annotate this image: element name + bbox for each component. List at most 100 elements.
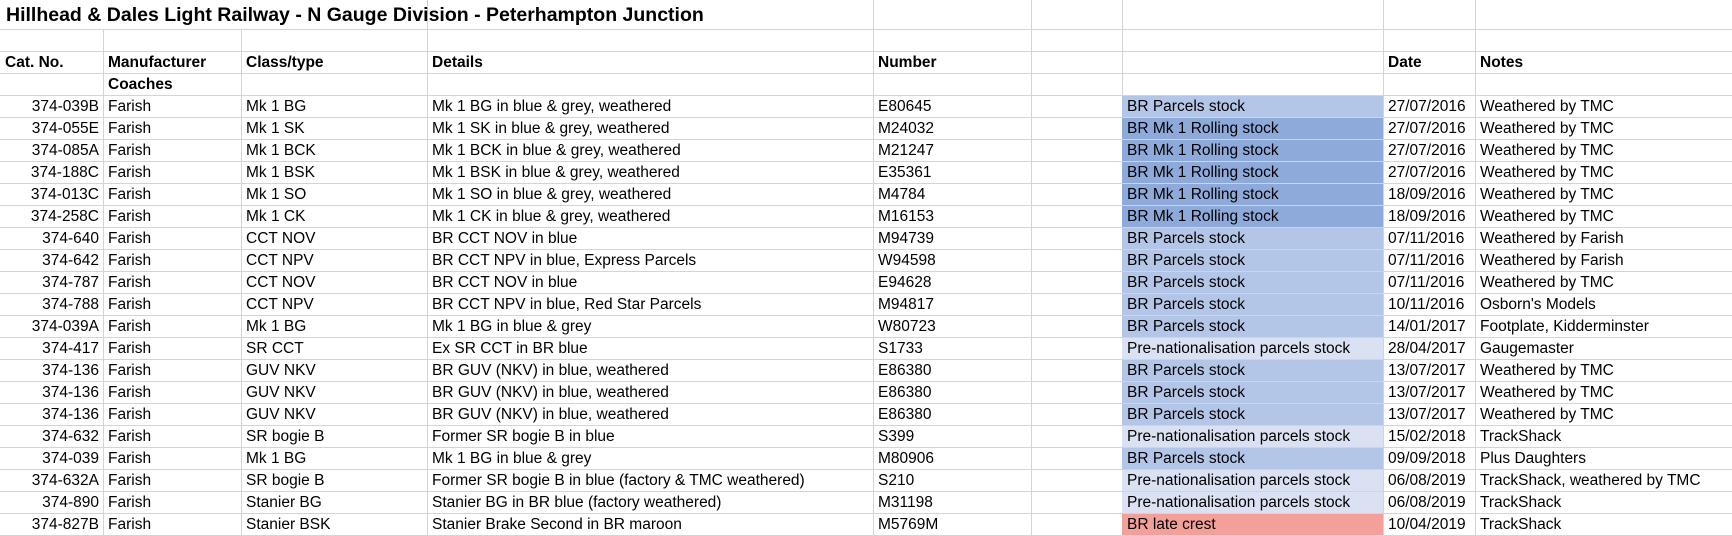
cell-date[interactable]: 15/02/2018: [1388, 428, 1466, 445]
table-row[interactable]: 374-039 Farish Mk 1 BG Mk 1 BG in blue & gr…: [0, 448, 1732, 470]
cell-manufacturer[interactable]: Farish: [108, 186, 152, 203]
table-row[interactable]: 374-258C Farish Mk 1 CK Mk 1 CK in blue & g…: [0, 206, 1732, 228]
table-row[interactable]: 374-188C Farish Mk 1 BSK Mk 1 BSK in blue &…: [0, 162, 1732, 184]
cell-number[interactable]: M80906: [878, 450, 935, 467]
cell-number[interactable]: M94817: [878, 296, 935, 313]
cell-cat-no[interactable]: 374-632: [42, 428, 99, 445]
cell-class-type[interactable]: Mk 1 SO: [246, 186, 307, 203]
cell-details[interactable]: BR GUV (NKV) in blue, weathered: [432, 362, 669, 379]
cell-manufacturer[interactable]: Farish: [108, 296, 152, 313]
cell-notes[interactable]: TrackShack: [1480, 428, 1562, 445]
cell-cat-no[interactable]: 374-827B: [31, 516, 99, 533]
cell-number[interactable]: M16153: [878, 208, 935, 225]
cell-date[interactable]: 07/11/2016: [1388, 252, 1465, 269]
cell-cat-no[interactable]: 374-136: [42, 406, 99, 423]
cell-class-type[interactable]: Mk 1 BCK: [246, 142, 316, 159]
cell-date[interactable]: 06/08/2019: [1388, 472, 1466, 489]
cell-stock-group[interactable]: BR Mk 1 Rolling stock: [1122, 206, 1383, 227]
cell-stock-group[interactable]: BR Mk 1 Rolling stock: [1122, 162, 1383, 183]
cell-date[interactable]: 18/09/2016: [1388, 186, 1466, 203]
header-number[interactable]: Number: [878, 54, 937, 71]
cell-stock-group[interactable]: BR Mk 1 Rolling stock: [1122, 140, 1383, 161]
cell-class-type[interactable]: Mk 1 BSK: [246, 164, 315, 181]
title-row[interactable]: Hillhead & Dales Light Railway - N Gauge…: [0, 0, 1732, 30]
cell-details[interactable]: BR CCT NPV in blue, Red Star Parcels: [432, 296, 702, 313]
header-manufacturer[interactable]: Manufacturer: [108, 54, 207, 71]
cell-stock-group[interactable]: BR Parcels stock: [1122, 96, 1383, 117]
cell-cat-no[interactable]: 374-085A: [31, 142, 99, 159]
cell-manufacturer[interactable]: Farish: [108, 98, 152, 115]
cell-date[interactable]: 13/07/2017: [1388, 406, 1466, 423]
cell-details[interactable]: Ex SR CCT in BR blue: [432, 340, 588, 357]
cell-notes[interactable]: Weathered by TMC: [1480, 120, 1614, 137]
cell-date[interactable]: 27/07/2016: [1388, 142, 1466, 159]
cell-class-type[interactable]: Mk 1 CK: [246, 208, 306, 225]
cell-class-type[interactable]: Mk 1 BG: [246, 98, 307, 115]
table-row[interactable]: 374-136 Farish GUV NKV BR GUV (NKV) in blue…: [0, 382, 1732, 404]
cell-notes[interactable]: Weathered by TMC: [1480, 142, 1614, 159]
cell-date[interactable]: 13/07/2017: [1388, 362, 1466, 379]
section-label[interactable]: Coaches: [108, 76, 173, 93]
cell-stock-group[interactable]: BR Parcels stock: [1122, 272, 1383, 293]
cell-stock-group[interactable]: BR Parcels stock: [1122, 250, 1383, 271]
cell-manufacturer[interactable]: Farish: [108, 450, 152, 467]
table-row[interactable]: 374-632A Farish SR bogie B Former SR bogie …: [0, 470, 1732, 492]
cell-manufacturer[interactable]: Farish: [108, 384, 152, 401]
cell-details[interactable]: Mk 1 BG in blue & grey: [432, 318, 592, 335]
cell-notes[interactable]: Weathered by TMC: [1480, 186, 1614, 203]
cell-date[interactable]: 10/04/2019: [1388, 516, 1466, 533]
cell-class-type[interactable]: Stanier BSK: [246, 516, 331, 533]
cell-stock-group[interactable]: BR Parcels stock: [1122, 360, 1383, 381]
empty-row[interactable]: [0, 30, 1732, 52]
cell-cat-no[interactable]: 374-055E: [31, 120, 99, 137]
cell-manufacturer[interactable]: Farish: [108, 472, 152, 489]
header-details[interactable]: Details: [432, 54, 483, 71]
cell-date[interactable]: 27/07/2016: [1388, 164, 1466, 181]
table-row[interactable]: 374-055E Farish Mk 1 SK Mk 1 SK in blue & g…: [0, 118, 1732, 140]
cell-notes[interactable]: Footplate, Kidderminster: [1480, 318, 1649, 335]
cell-date[interactable]: 09/09/2018: [1388, 450, 1466, 467]
cell-notes[interactable]: Weathered by TMC: [1480, 98, 1614, 115]
cell-details[interactable]: Former SR bogie B in blue (factory & TMC…: [432, 472, 805, 489]
cell-details[interactable]: BR CCT NOV in blue: [432, 230, 578, 247]
table-row[interactable]: 374-890 Farish Stanier BG Stanier BG in BR …: [0, 492, 1732, 514]
table-row[interactable]: 374-013C Farish Mk 1 SO Mk 1 SO in blue & g…: [0, 184, 1732, 206]
cell-manufacturer[interactable]: Farish: [108, 362, 152, 379]
cell-notes[interactable]: Plus Daughters: [1480, 450, 1586, 467]
cell-number[interactable]: W80723: [878, 318, 936, 335]
cell-number[interactable]: S210: [878, 472, 915, 489]
cell-cat-no[interactable]: 374-417: [42, 340, 99, 357]
cell-manufacturer[interactable]: Farish: [108, 208, 152, 225]
cell-details[interactable]: Former SR bogie B in blue: [432, 428, 615, 445]
cell-class-type[interactable]: GUV NKV: [246, 406, 316, 423]
cell-cat-no[interactable]: 374-039: [42, 450, 99, 467]
cell-cat-no[interactable]: 374-890: [42, 494, 99, 511]
cell-cat-no[interactable]: 374-136: [42, 384, 99, 401]
cell-notes[interactable]: Weathered by Farish: [1480, 252, 1624, 269]
cell-date[interactable]: 14/01/2017: [1388, 318, 1466, 335]
header-date[interactable]: Date: [1388, 54, 1422, 71]
cell-class-type[interactable]: SR bogie B: [246, 428, 325, 445]
cell-class-type[interactable]: GUV NKV: [246, 362, 316, 379]
cell-cat-no[interactable]: 374-039B: [31, 98, 99, 115]
header-notes[interactable]: Notes: [1480, 54, 1524, 71]
cell-stock-group[interactable]: BR Parcels stock: [1122, 404, 1383, 425]
cell-date[interactable]: 28/04/2017: [1388, 340, 1466, 357]
cell-cat-no[interactable]: 374-013C: [30, 186, 99, 203]
cell-class-type[interactable]: CCT NOV: [246, 274, 316, 291]
cell-number[interactable]: M31198: [878, 494, 933, 511]
cell-manufacturer[interactable]: Farish: [108, 230, 152, 247]
cell-notes[interactable]: Weathered by TMC: [1480, 406, 1614, 423]
cell-date[interactable]: 13/07/2017: [1388, 384, 1466, 401]
cell-stock-group[interactable]: BR Mk 1 Rolling stock: [1122, 118, 1383, 139]
table-row[interactable]: 374-827B Farish Stanier BSK Stanier Brake S…: [0, 514, 1732, 536]
cell-number[interactable]: E35361: [878, 164, 932, 181]
cell-date[interactable]: 10/11/2016: [1388, 296, 1465, 313]
table-row[interactable]: 374-788 Farish CCT NPV BR CCT NPV in blue, …: [0, 294, 1732, 316]
cell-notes[interactable]: Weathered by TMC: [1480, 384, 1614, 401]
cell-number[interactable]: S399: [878, 428, 915, 445]
cell-details[interactable]: Stanier BG in BR blue (factory weathered…: [432, 494, 722, 511]
table-row[interactable]: 374-039B Farish Mk 1 BG Mk 1 BG in blue & g…: [0, 96, 1732, 118]
cell-notes[interactable]: TrackShack: [1480, 494, 1562, 511]
cell-date[interactable]: 27/07/2016: [1388, 98, 1466, 115]
